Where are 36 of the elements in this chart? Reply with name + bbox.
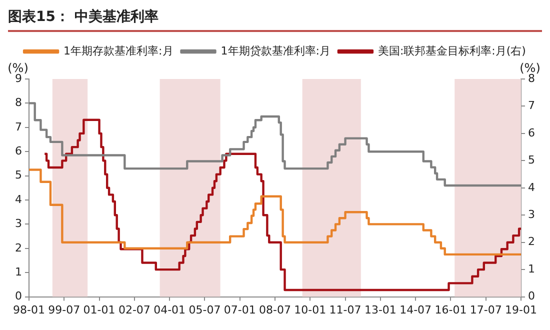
y2-tick-label: 3 <box>528 208 535 221</box>
y2-tick-label: 7 <box>528 99 535 112</box>
legend-label: 1年期存款基准利率:月 <box>64 44 174 58</box>
y-tick-label: 3 <box>15 217 22 230</box>
y-tick-label: 7 <box>15 120 22 134</box>
y2-tick-label: 1 <box>528 262 535 276</box>
y2-tick-label: 0 <box>528 290 535 303</box>
y-tick-label: 4 <box>15 192 22 206</box>
legend-label: 1年期贷款基准利率:月 <box>220 44 330 58</box>
x-tick-label: 02-07 <box>118 303 150 316</box>
x-tick-label: 17-07 <box>470 303 502 316</box>
chart-title: 图表15： 中美基准利率 <box>8 8 542 32</box>
x-tick-label: 11-07 <box>329 303 362 316</box>
y-tick-label: 6 <box>15 144 22 158</box>
x-tick-label: 98-01 <box>13 303 45 316</box>
y-tick-label: 1 <box>15 265 22 278</box>
y-tick-label: 0 <box>15 290 22 303</box>
x-tick-label: 19-01 <box>505 303 537 316</box>
y-tick-label: 5 <box>15 168 22 182</box>
x-tick-label: 10-01 <box>294 303 326 316</box>
x-tick-label: 07-01 <box>224 303 256 316</box>
x-tick-label: 05-07 <box>188 303 221 316</box>
y-tick-label: 8 <box>15 96 22 110</box>
x-tick-label: 04-01 <box>154 303 186 316</box>
x-tick-label: 14-07 <box>400 303 432 316</box>
y2-tick-label: 4 <box>528 180 535 194</box>
y2-tick-label: 2 <box>528 235 535 248</box>
x-tick-label: 01-01 <box>83 303 116 316</box>
x-tick-label: 13-01 <box>364 303 396 316</box>
y-tick-label: 2 <box>15 241 22 254</box>
x-tick-label: 08-07 <box>259 303 291 316</box>
x-tick-label: 16-01 <box>434 303 467 316</box>
legend-label: 美国:联邦基金目标利率:月(右) <box>378 44 526 58</box>
y2-tick-label: 5 <box>528 154 535 167</box>
x-tick-label: 99-07 <box>48 303 80 316</box>
y2-tick-label: 6 <box>528 126 535 140</box>
